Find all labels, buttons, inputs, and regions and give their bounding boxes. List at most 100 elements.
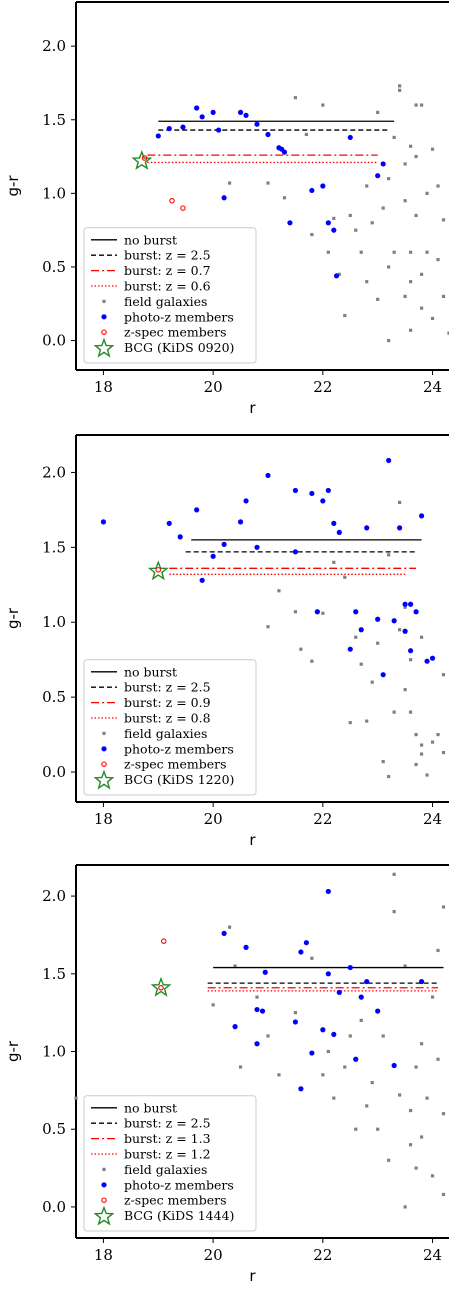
y-tick-label: 2.0 (42, 887, 66, 905)
photoz-member-point (237, 519, 244, 525)
field-galaxy-point (376, 641, 380, 645)
x-tick-label: 20 (204, 1246, 223, 1264)
field-galaxy-point (365, 719, 369, 723)
legend-label-photoz: photo-z members (124, 309, 234, 324)
field-galaxy-point (321, 611, 325, 615)
photoz-member-point (237, 109, 244, 115)
field-galaxy-point (266, 1034, 270, 1038)
field-galaxy-point (376, 297, 380, 301)
chart-panel-1: 18 20 22 240.00.51.01.52.0rg-rno burstburst… (4, 1, 449, 417)
field-galaxy-point (414, 103, 418, 107)
legend-label-field: field galaxies (124, 294, 207, 309)
field-galaxy-point (343, 575, 347, 579)
field-galaxy-point (398, 88, 402, 92)
y-tick-label: 1.0 (42, 613, 66, 631)
photoz-member-point (254, 1041, 260, 1047)
photoz-member-point (418, 978, 425, 985)
photoz-member-point (375, 1008, 381, 1014)
field-galaxy-point (227, 925, 232, 929)
photoz-member-point (402, 628, 408, 634)
field-galaxy-point (398, 1093, 402, 1097)
photoz-member-point (100, 519, 107, 525)
legend-label-bcg: BCG (KiDS 1220) (124, 772, 234, 787)
photoz-member-point (221, 930, 227, 936)
legend-label-burst-c: burst: z = 0.8 (124, 711, 211, 726)
legend-label-burst-c: burst: z = 1.2 (124, 1147, 211, 1162)
field-galaxy-point (392, 135, 396, 140)
photoz-member-point (325, 971, 331, 977)
field-galaxy-point (365, 280, 369, 284)
field-galaxy-point (436, 732, 440, 737)
photoz-member-point (254, 544, 260, 550)
photoz-member-point (177, 534, 183, 540)
field-galaxy-point (321, 1073, 325, 1077)
legend-label-burst-a: burst: z = 2.5 (124, 680, 211, 695)
field-galaxy-point (441, 1192, 446, 1197)
photoz-member-point (180, 124, 186, 130)
field-galaxy-point (436, 1057, 440, 1061)
field-galaxy-point (370, 1080, 374, 1085)
photoz-member-point (221, 195, 227, 201)
legend-label-bcg: BCG (KiDS 1444) (124, 1208, 234, 1223)
field-galaxy-point (403, 964, 407, 968)
field-galaxy-point (419, 752, 424, 756)
bcg-star-marker (150, 976, 172, 997)
photoz-member-point (320, 1027, 326, 1033)
photoz-member-point (292, 549, 299, 555)
field-galaxy-point (398, 84, 402, 88)
field-galaxy-point (348, 213, 352, 218)
legend-photoz-swatch (101, 314, 107, 320)
photoz-member-point (259, 1008, 266, 1014)
field-galaxy-point (403, 162, 407, 166)
field-galaxy-point (425, 191, 429, 195)
y-axis-label: g-r (4, 175, 22, 197)
legend-photoz-swatch (101, 746, 107, 752)
photoz-member-point (336, 529, 342, 535)
field-galaxy-point (441, 750, 446, 755)
field-galaxy-point (370, 680, 374, 684)
field-galaxy-point (74, 1096, 78, 1100)
field-galaxy-point (293, 96, 298, 100)
field-galaxy-point (419, 306, 424, 310)
chart-panel-2: 18 20 22 240.00.51.01.52.0rg-rno burstburst… (4, 434, 449, 849)
y-tick-label: 1.0 (42, 184, 66, 202)
photoz-member-point (386, 457, 392, 464)
field-galaxy-point (403, 294, 407, 298)
legend-zspec-swatch (101, 761, 107, 767)
field-galaxy-point (414, 154, 418, 159)
y-tick-label: 1.5 (42, 538, 66, 556)
photoz-member-point (358, 627, 364, 633)
legend-field-swatch (102, 1167, 106, 1171)
field-galaxy-point (348, 1034, 352, 1038)
photoz-member-point (408, 601, 414, 607)
field-galaxy-point (332, 1096, 336, 1100)
photoz-member-point (347, 134, 353, 141)
legend-bcg-swatch (93, 769, 115, 790)
legend-label-bcg: BCG (KiDS 0920) (124, 340, 234, 355)
photoz-member-point (413, 609, 419, 615)
legend-field-swatch (102, 731, 106, 735)
x-axis-label: r (249, 831, 256, 849)
legend-label-field: field galaxies (124, 1162, 207, 1177)
field-galaxy-point (409, 658, 413, 662)
field-galaxy-point (414, 1065, 418, 1069)
field-galaxy-point (343, 313, 347, 318)
chart-panel-3: 18 20 22 240.00.51.01.52.0rg-rno burstburst… (4, 864, 449, 1285)
field-galaxy-point (441, 294, 446, 298)
legend-zspec-swatch (101, 329, 107, 335)
photoz-member-point (347, 646, 353, 652)
field-galaxy-point (370, 221, 374, 225)
photoz-member-point (418, 513, 425, 519)
field-galaxy-point (425, 773, 429, 777)
photoz-member-point (364, 978, 370, 985)
field-galaxy-point (409, 1108, 413, 1113)
field-galaxy-point (299, 647, 303, 651)
legend-label-burst-a: burst: z = 2.5 (124, 1116, 211, 1131)
photoz-member-point (380, 672, 386, 678)
field-galaxy-point (436, 258, 440, 262)
field-galaxy-point (430, 740, 435, 744)
field-galaxy-point (332, 216, 336, 220)
